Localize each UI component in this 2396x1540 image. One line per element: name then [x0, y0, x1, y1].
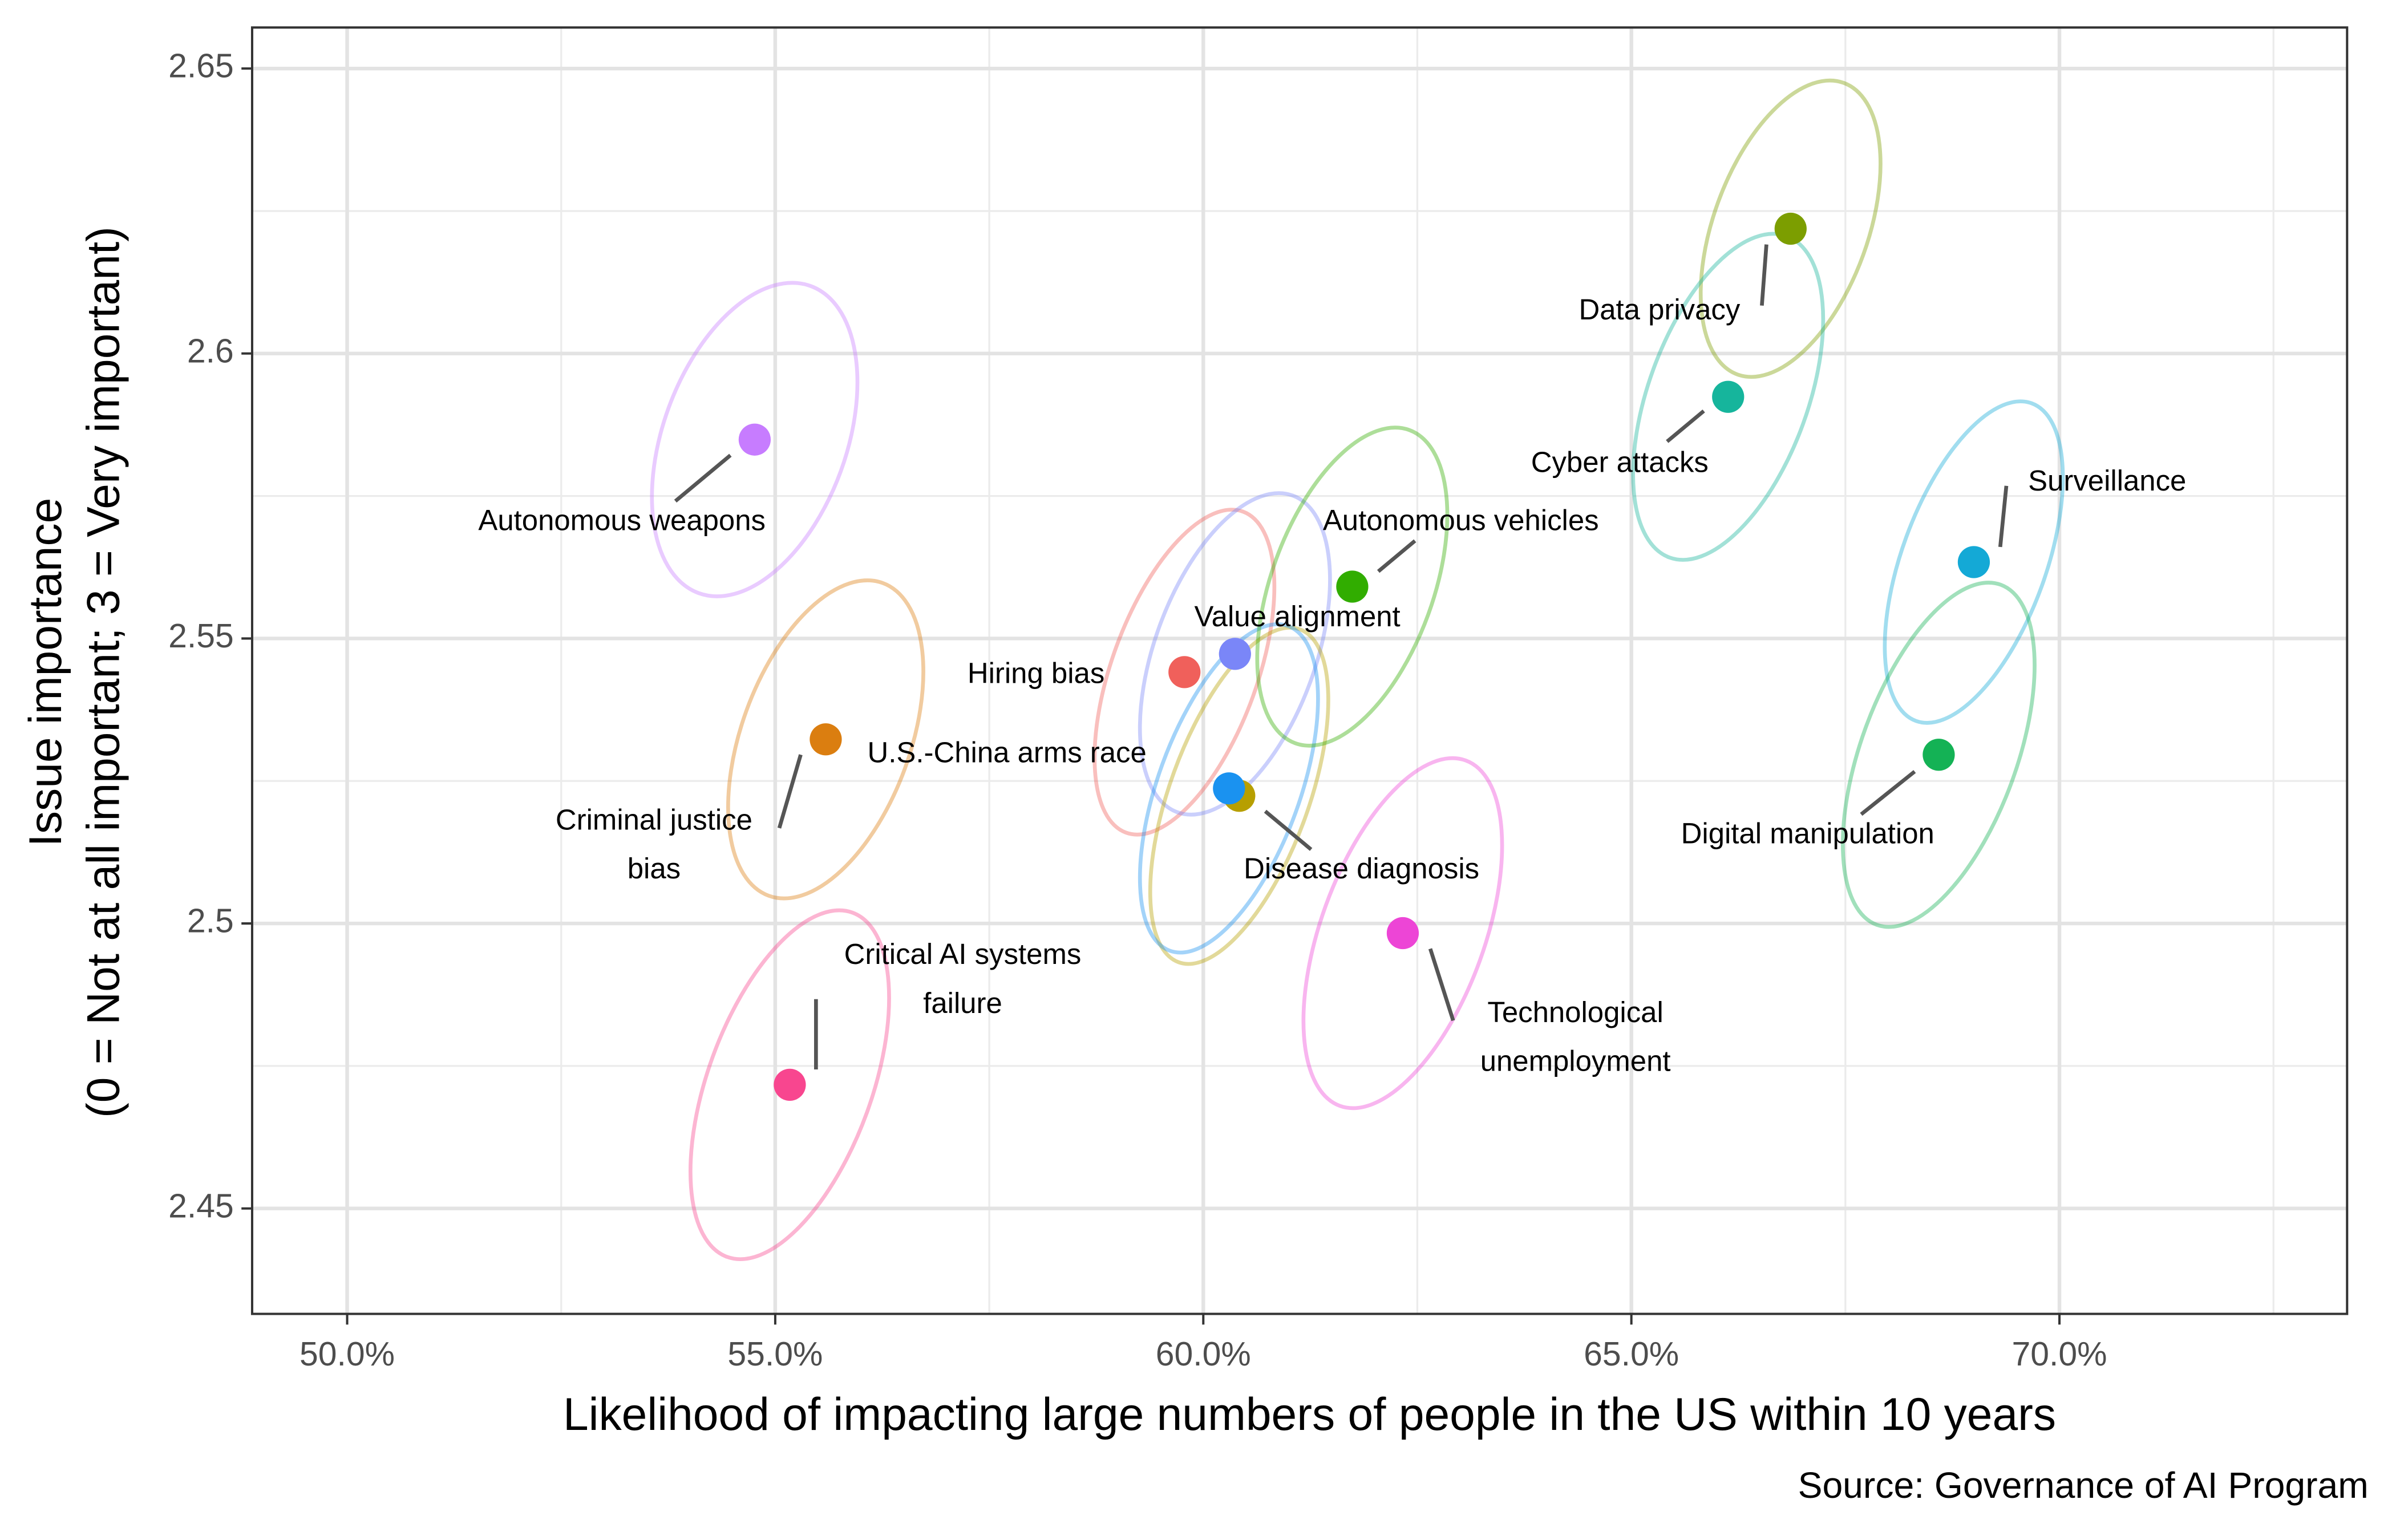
confidence-ellipse [1698, 78, 1883, 379]
x-tick-label: 65.0% [1584, 1336, 1679, 1373]
y-axis-title: (0 = Not at all important; 3 = Very impo… [78, 226, 129, 1118]
point-label: Autonomous weapons [478, 505, 766, 538]
point [1168, 656, 1201, 688]
y-tick-label: 2.55 [168, 618, 234, 655]
point [1923, 739, 1955, 771]
point-label: U.S.-China arms race [867, 737, 1147, 770]
x-tick-label: 55.0% [727, 1336, 823, 1373]
confidence-ellipse [1138, 622, 1320, 955]
leader-line [1264, 809, 1313, 851]
point [1213, 772, 1245, 805]
x-axis-title: Likelihood of impacting large numbers of… [563, 1389, 2056, 1440]
point-label: Surveillance [2028, 465, 2187, 499]
x-tick-label: 50.0% [300, 1336, 395, 1373]
point [1386, 917, 1419, 950]
point-label: Digital manipulation [1681, 818, 1934, 851]
y-axis-title: Issue importance [20, 498, 71, 847]
point-label: Autonomous vehicles [1322, 505, 1599, 538]
point [1774, 212, 1807, 245]
point-label: Cyber attacks [1531, 447, 1709, 480]
grid [252, 27, 2348, 1314]
point [810, 723, 842, 756]
confidence-ellipse [1840, 581, 2037, 929]
leader-line [777, 754, 803, 829]
y-tick-label: 2.5 [187, 903, 234, 940]
y-tick-label: 2.65 [168, 48, 234, 85]
leader-line [674, 453, 732, 503]
point [1336, 570, 1369, 603]
plot-frame [250, 26, 2349, 1315]
point [1712, 380, 1745, 413]
leader-line [1666, 409, 1705, 443]
point-label: Technological unemployment [1480, 998, 1671, 1079]
leader-line [1998, 485, 2009, 548]
leader-line [1428, 948, 1455, 1022]
confidence-ellipse [1138, 491, 1332, 817]
point [738, 423, 771, 456]
point-label: Value alignment [1194, 602, 1401, 634]
caption: Source: Governance of AI Program [1798, 1465, 2369, 1506]
confidence-ellipse [726, 578, 925, 901]
point-label: Critical AI systems failure [844, 939, 1082, 1021]
x-tick-label: 70.0% [2012, 1336, 2107, 1373]
confidence-ellipse [1301, 756, 1504, 1111]
point-label: Criminal justice bias [555, 805, 752, 886]
leader-line [1860, 770, 1916, 816]
point [1957, 546, 1990, 578]
confidence-ellipse [650, 281, 860, 598]
point-label: Data privacy [1579, 294, 1741, 327]
confidence-ellipse [1092, 508, 1277, 837]
confidence-ellipse [1148, 626, 1330, 966]
x-tick-label: 60.0% [1156, 1336, 1251, 1373]
y-tick-label: 2.45 [168, 1188, 234, 1225]
leader-line [1760, 244, 1768, 306]
point [1219, 638, 1251, 670]
point-label: Disease diagnosis [1244, 854, 1480, 886]
confidence-ellipse [1255, 425, 1450, 748]
point-label: Hiring bias [967, 658, 1105, 691]
leader-line [1377, 539, 1416, 573]
point [774, 1068, 806, 1101]
confidence-ellipse [688, 908, 891, 1261]
ellipses [650, 78, 2065, 1261]
y-tick-label: 2.6 [187, 333, 234, 370]
confidence-ellipse [1883, 399, 2065, 725]
